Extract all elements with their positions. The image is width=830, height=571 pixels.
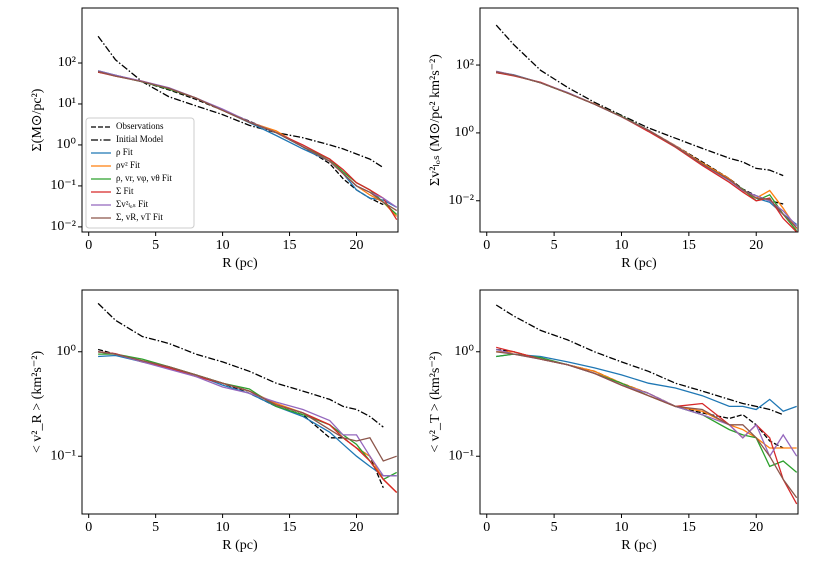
x-tick-label: 10: [614, 238, 628, 253]
x-tick-label: 10: [216, 520, 230, 535]
y-tick-label: 10⁰: [454, 344, 474, 359]
x-axis-label: R (pc): [222, 538, 258, 553]
y-tick-label: 10⁻²: [50, 219, 76, 234]
series-line: [98, 351, 398, 493]
x-tick-label: 20: [749, 238, 763, 253]
series-line: [495, 24, 784, 177]
series-line: [98, 351, 397, 462]
y-axis-label: Σ(M⊙/pc²): [30, 88, 45, 151]
y-tick-label: 10⁻¹: [448, 448, 474, 463]
series-line: [495, 304, 784, 416]
y-tick-label: 10²: [58, 55, 76, 70]
y-axis-label: Σv²ₗₒₛ (M⊙/pc² km²s⁻²): [428, 54, 443, 186]
series-line: [496, 353, 797, 412]
series-line: [496, 70, 798, 232]
y-tick-label: 10⁰: [56, 344, 76, 359]
y-tick-label: 10⁰: [454, 125, 474, 140]
y-axis-label: < v²_R > (km²s⁻²): [30, 351, 45, 454]
x-tick-label: 5: [551, 238, 558, 253]
y-axis-label: < v²_T > (km²s⁻²): [428, 351, 443, 453]
x-tick-label: 15: [682, 520, 696, 535]
legend: Observations Initial Model ρ Fit ρv² Fit ρ, …: [85, 117, 195, 229]
series-line: [496, 71, 798, 232]
x-tick-label: 20: [349, 520, 363, 535]
y-tick-label: 10²: [456, 57, 474, 72]
legend-label: Observations: [116, 121, 164, 131]
axes-frame: [479, 7, 799, 233]
legend-label: ρ, vr, vφ, vθ Fit: [116, 173, 172, 183]
series-line: [98, 354, 397, 477]
series-line: [98, 351, 397, 477]
legend-label: Σv²ₗₒₛ Fit: [116, 199, 149, 209]
axes-frame: [479, 289, 799, 515]
x-tick-label: 10: [216, 238, 230, 253]
x-tick-label: 0: [85, 520, 92, 535]
legend-label: Σ, vR, vT Fit: [116, 212, 163, 222]
series-line: [98, 353, 398, 481]
series-line: [496, 71, 798, 229]
x-tick-label: 0: [483, 238, 490, 253]
y-tick-label: 10⁻¹: [50, 448, 76, 463]
x-tick-label: 15: [283, 238, 297, 253]
legend-label: ρv² Fit: [116, 160, 140, 170]
x-tick-label: 15: [283, 520, 297, 535]
axes-frame: [81, 7, 399, 233]
series-line: [97, 70, 398, 212]
x-tick-label: 0: [85, 238, 92, 253]
legend-label: Initial Model: [116, 134, 164, 144]
x-axis-label: R (pc): [621, 538, 657, 553]
x-tick-label: 20: [749, 520, 763, 535]
x-tick-label: 10: [614, 520, 628, 535]
series-line: [496, 71, 784, 205]
y-tick-label: 10⁰: [56, 137, 76, 152]
series-line: [496, 71, 798, 226]
axes-frame: [81, 289, 399, 515]
series-line: [97, 348, 384, 488]
x-tick-label: 0: [483, 520, 490, 535]
x-tick-label: 20: [349, 238, 363, 253]
series-line: [496, 353, 798, 473]
series-line: [496, 70, 798, 227]
series-line: [496, 351, 798, 499]
legend-frame: [85, 117, 195, 229]
x-tick-label: 15: [682, 238, 696, 253]
y-tick-label: 10¹: [58, 96, 76, 111]
x-tick-label: 5: [152, 520, 159, 535]
series-line: [496, 70, 798, 230]
series-line: [97, 302, 384, 428]
legend-label: ρ Fit: [116, 147, 133, 157]
series-line: [98, 351, 398, 493]
x-tick-label: 5: [551, 520, 558, 535]
y-tick-label: 10⁻²: [448, 193, 474, 208]
y-tick-label: 10⁻¹: [50, 178, 76, 193]
x-tick-label: 5: [152, 238, 159, 253]
x-axis-label: R (pc): [621, 256, 657, 271]
series-line: [496, 348, 798, 458]
legend-label: Σ Fit: [116, 186, 134, 196]
x-axis-label: R (pc): [222, 256, 258, 271]
